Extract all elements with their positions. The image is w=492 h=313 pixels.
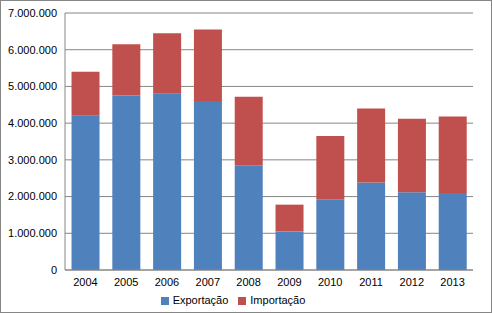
svg-text:6.000.000: 6.000.000 bbox=[8, 44, 57, 56]
svg-text:2008: 2008 bbox=[236, 276, 260, 288]
svg-text:7.000.000: 7.000.000 bbox=[8, 7, 57, 19]
svg-text:5.000.000: 5.000.000 bbox=[8, 80, 57, 92]
svg-text:3.000.000: 3.000.000 bbox=[8, 154, 57, 166]
svg-text:2010: 2010 bbox=[318, 276, 342, 288]
svg-text:2013: 2013 bbox=[440, 276, 464, 288]
svg-text:1.000.000: 1.000.000 bbox=[8, 227, 57, 239]
svg-text:4.000.000: 4.000.000 bbox=[8, 117, 57, 129]
svg-text:2011: 2011 bbox=[359, 276, 383, 288]
svg-text:2.000.000: 2.000.000 bbox=[8, 190, 57, 202]
svg-text:2005: 2005 bbox=[114, 276, 138, 288]
html-text:Importação: Importação bbox=[250, 294, 306, 306]
svg-text:0: 0 bbox=[51, 264, 57, 276]
svg-text:2004: 2004 bbox=[73, 276, 97, 288]
html-text:Exportação: Exportação bbox=[172, 294, 229, 306]
svg-text:2007: 2007 bbox=[196, 276, 220, 288]
svg-text:2006: 2006 bbox=[155, 276, 179, 288]
svg-text:2012: 2012 bbox=[400, 276, 424, 288]
svg-text:2009: 2009 bbox=[277, 276, 301, 288]
